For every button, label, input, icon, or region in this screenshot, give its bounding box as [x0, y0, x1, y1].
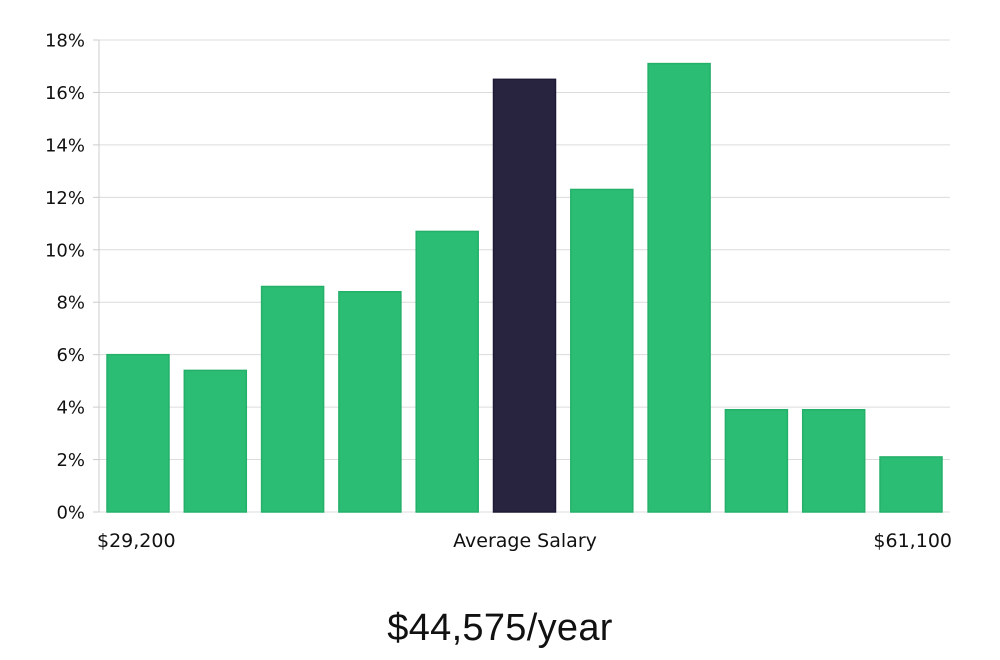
- x-label-average: Average Salary: [453, 530, 597, 552]
- bar: [338, 290, 402, 513]
- bar: [260, 285, 325, 513]
- bar: [106, 353, 170, 513]
- bar: [415, 230, 479, 513]
- x-axis-labels: $29,200 Average Salary $61,100: [97, 530, 952, 552]
- y-tick-label: 8%: [56, 293, 85, 314]
- x-label-max: $61,100: [873, 530, 952, 552]
- y-tick-label: 12%: [45, 188, 85, 209]
- bar: [879, 456, 943, 513]
- bar: [570, 188, 634, 513]
- bar: [801, 408, 866, 513]
- bar: [647, 62, 711, 513]
- y-tick-label: 2%: [56, 450, 85, 471]
- salary-histogram: 0% 2% 4% 6% 8% 10% 12% 14% 16% 18% $29,200 Averag…: [45, 31, 952, 553]
- bar: [724, 408, 789, 513]
- y-tick-label: 4%: [56, 398, 85, 419]
- bar: [183, 369, 248, 513]
- y-tick-label: 14%: [45, 135, 85, 156]
- y-tick-label: 18%: [45, 31, 85, 52]
- bar-average-salary: [492, 78, 557, 513]
- y-tick-label: 16%: [45, 83, 85, 104]
- y-axis: 0% 2% 4% 6% 8% 10% 12% 14% 16% 18%: [45, 31, 950, 524]
- average-salary-headline: $44,575/year: [387, 607, 613, 649]
- y-tick-label: 10%: [45, 240, 85, 261]
- x-label-min: $29,200: [97, 530, 176, 552]
- bars: [106, 62, 943, 513]
- y-tick-label: 0%: [56, 503, 85, 524]
- y-tick-label: 6%: [56, 345, 85, 366]
